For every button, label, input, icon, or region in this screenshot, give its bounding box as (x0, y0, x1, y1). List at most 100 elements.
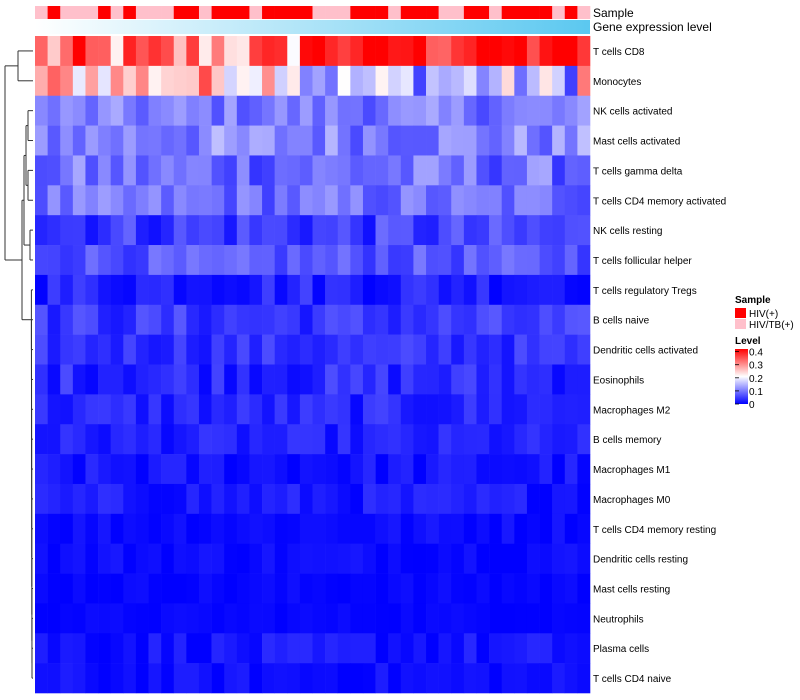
heatmap-cell (413, 543, 427, 574)
heatmap-cell (451, 483, 465, 515)
heatmap-cell (110, 454, 124, 485)
heatmap-cell (325, 513, 339, 544)
heatmap-cell (388, 304, 402, 335)
heatmap-cell (438, 543, 452, 574)
heatmap-cell (211, 334, 225, 365)
heatmap-cell (173, 364, 187, 395)
heatmap-cell (426, 185, 439, 216)
heatmap-cell (186, 424, 200, 455)
heatmap-cell (451, 573, 465, 604)
heatmap-cell (85, 633, 99, 664)
heatmap-cell (211, 513, 225, 544)
sample-cell (577, 6, 591, 19)
heatmap-cell (362, 513, 376, 544)
row-label: NK cells activated (593, 107, 672, 118)
heatmap-cell (564, 364, 578, 395)
row-label: Monocytes (593, 77, 641, 88)
heatmap-cell (148, 334, 162, 365)
heatmap-cell (85, 394, 99, 425)
heatmap-cell (198, 95, 212, 126)
heatmap-cell (564, 513, 578, 544)
heatmap-cell (514, 65, 528, 97)
heatmap-cell (47, 274, 61, 306)
heatmap-cell (123, 483, 137, 515)
heatmap-cell (287, 125, 301, 156)
heatmap-cell (186, 245, 200, 276)
heatmap-cell (135, 573, 149, 604)
heatmap-cell (186, 454, 200, 485)
heatmap-cell (539, 454, 553, 485)
heatmap-cell (426, 95, 439, 126)
heatmap-cell (135, 215, 149, 246)
heatmap-cell (47, 65, 61, 97)
heatmap-cell (501, 394, 515, 425)
heatmap-cell (526, 513, 540, 544)
heatmap-cell (186, 185, 200, 216)
heatmap-cell (526, 245, 540, 276)
heatmap-cell (262, 364, 275, 395)
heatmap-cell (451, 95, 465, 126)
heatmap-cell (426, 36, 439, 67)
heatmap-cell (60, 125, 74, 156)
heatmap-cell (489, 185, 503, 216)
heatmap-cell (85, 185, 99, 216)
sample-cell (552, 6, 566, 19)
heatmap-cell (35, 185, 48, 216)
heatmap-cell (501, 424, 515, 455)
legend-label-hiv-tb: HIV/TB(+) (749, 320, 794, 331)
heatmap-cell (539, 36, 553, 67)
heatmap-cell (375, 513, 389, 544)
heatmap-cell (85, 364, 99, 395)
heatmap-cell (262, 274, 275, 306)
heatmap-cell (274, 274, 288, 306)
heatmap-cell (85, 245, 99, 276)
heatmap-cell (476, 364, 490, 395)
heatmap-cell (274, 185, 288, 216)
sample-cell (60, 6, 74, 19)
heatmap-cell (476, 274, 490, 306)
heatmap-cell (274, 65, 288, 97)
heatmap-cell (198, 65, 212, 97)
heatmap-cell (514, 245, 528, 276)
heatmap-cell (400, 364, 414, 395)
heatmap-cell (110, 394, 124, 425)
heatmap-cell (274, 95, 288, 126)
heatmap-cell (224, 424, 238, 455)
heatmap-cell (451, 304, 465, 335)
heatmap-cell (274, 543, 288, 574)
heatmap-cell (198, 603, 212, 634)
heatmap-cell (249, 483, 263, 515)
heatmap-cell (501, 185, 515, 216)
heatmap-cell (489, 65, 503, 97)
heatmap-cell (426, 274, 439, 306)
heatmap-cell (211, 394, 225, 425)
heatmap-cell (35, 603, 48, 634)
heatmap-cell (198, 364, 212, 395)
row-label: Mast cells activated (593, 137, 680, 148)
heatmap-cell (249, 334, 263, 365)
heatmap-cell (426, 304, 439, 335)
heatmap-cell (514, 125, 528, 156)
heatmap-cell (577, 543, 591, 574)
heatmap-cell (413, 513, 427, 544)
heatmap-cell (388, 424, 402, 455)
row-label: B cells naive (593, 316, 650, 327)
heatmap-cell (173, 663, 187, 694)
heatmap-cell (375, 603, 389, 634)
heatmap-cell (426, 543, 439, 574)
heatmap-cell (463, 334, 477, 365)
heatmap-cell (211, 573, 225, 604)
heatmap-cell (552, 215, 566, 246)
heatmap-cell (173, 304, 187, 335)
heatmap-cell (60, 394, 74, 425)
heatmap-cell (564, 424, 578, 455)
heatmap-cell (337, 364, 351, 395)
heatmap-cell (211, 364, 225, 395)
heatmap-cell (173, 155, 187, 186)
heatmap-cell (426, 483, 439, 515)
heatmap-cell (362, 65, 376, 97)
heatmap-cell (274, 245, 288, 276)
heatmap-cell (173, 65, 187, 97)
heatmap-cell (123, 424, 137, 455)
heatmap-cell (236, 155, 250, 186)
